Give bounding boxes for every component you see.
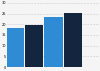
Bar <box>44 17 63 67</box>
Bar <box>64 12 82 67</box>
Bar <box>25 25 43 67</box>
Bar <box>5 27 24 67</box>
